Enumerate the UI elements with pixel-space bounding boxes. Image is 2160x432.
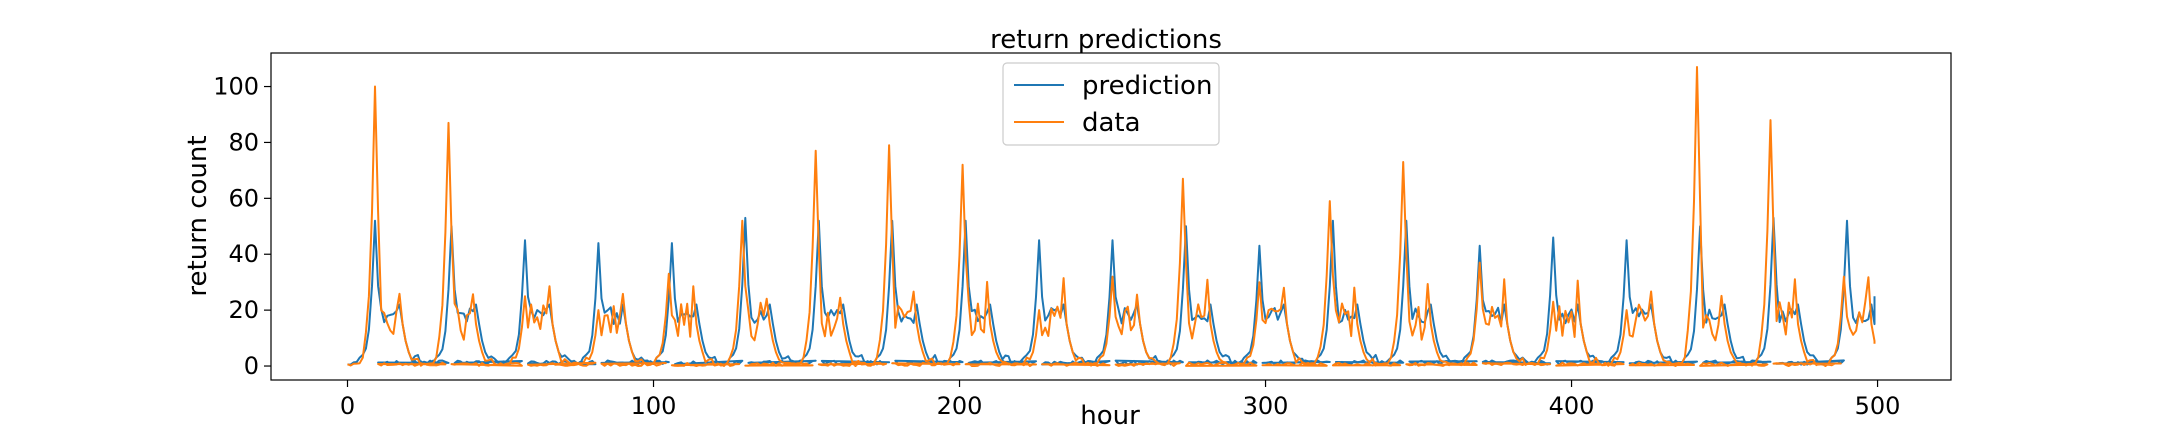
x-tick-label: 0 bbox=[340, 392, 355, 420]
x-axis-label: hour bbox=[1080, 401, 1140, 431]
x-tick-label: 500 bbox=[1855, 392, 1901, 420]
y-tick-label: 40 bbox=[228, 240, 259, 268]
y-tick-label: 20 bbox=[228, 296, 259, 324]
y-tick-label: 0 bbox=[244, 352, 259, 380]
y-tick-label: 80 bbox=[228, 128, 259, 156]
plot-area: 0 100 200 300 400 500 0 20 40 60 80 100 bbox=[213, 52, 1952, 420]
chart-title: return predictions bbox=[990, 25, 1222, 55]
x-tick-label: 200 bbox=[937, 392, 983, 420]
x-tick-label: 300 bbox=[1243, 392, 1289, 420]
plot-frame bbox=[270, 52, 1952, 381]
y-axis-ticks: 0 20 40 60 80 100 bbox=[213, 73, 271, 380]
x-axis-ticks: 0 100 200 300 400 500 bbox=[340, 380, 1901, 420]
y-axis-label: return count bbox=[183, 135, 213, 296]
legend-label-data: data bbox=[1082, 108, 1141, 138]
x-tick-label: 400 bbox=[1549, 392, 1595, 420]
x-tick-label: 100 bbox=[631, 392, 677, 420]
series-line-data bbox=[347, 66, 1876, 367]
y-tick-label: 100 bbox=[213, 73, 259, 101]
y-tick-label: 60 bbox=[228, 184, 259, 212]
legend-frame bbox=[1002, 62, 1220, 146]
legend: prediction data bbox=[1002, 62, 1220, 146]
legend-label-prediction: prediction bbox=[1082, 71, 1212, 101]
series-layer bbox=[347, 66, 1876, 367]
